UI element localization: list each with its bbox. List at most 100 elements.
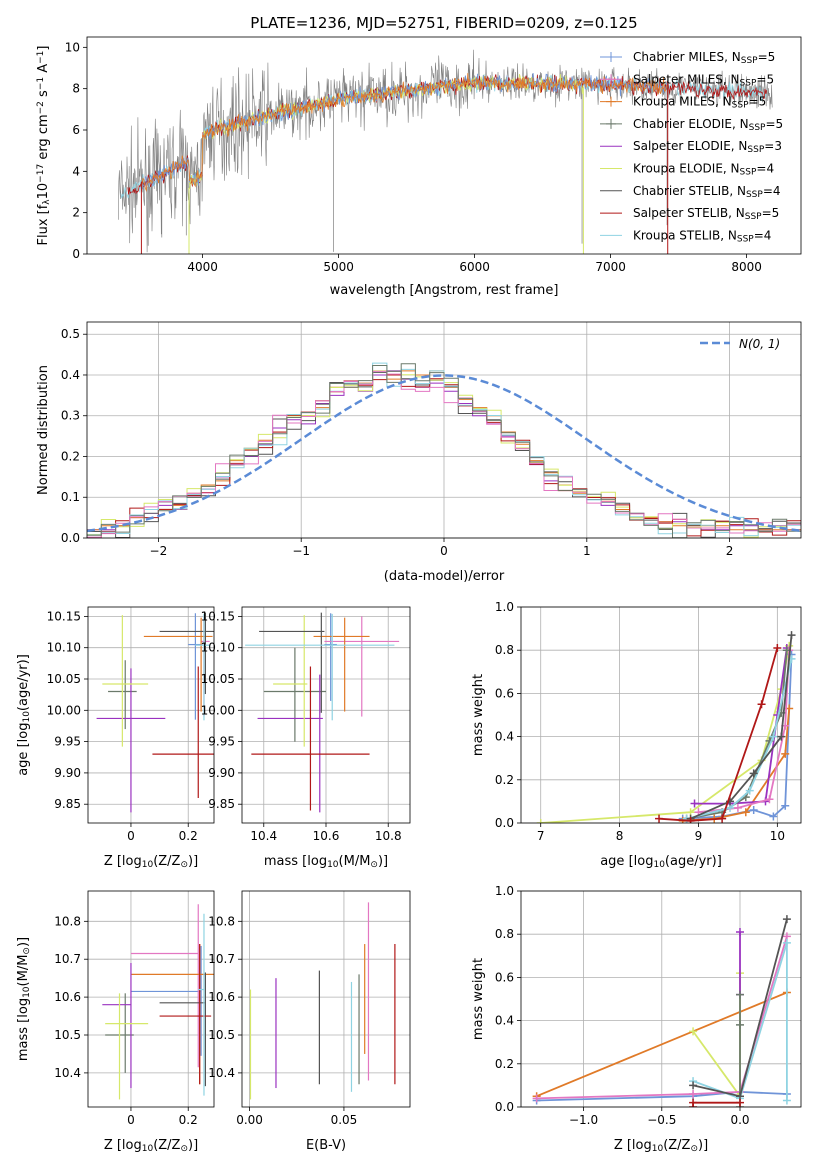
y-tick-label: 10 (65, 40, 80, 54)
y-tick-label: 10.6 (208, 990, 235, 1004)
x-axis-label-part: (Z/Z (153, 854, 180, 869)
data-point (735, 990, 744, 999)
legend-entry-part: SSP (746, 190, 763, 200)
legend-entry-part: =4 (763, 184, 781, 198)
x-axis-label-part: ⊙ (180, 1144, 188, 1154)
y-tick-label: 1.0 (495, 600, 514, 614)
legend-entry-part: SSP (747, 145, 764, 155)
legend-entry-part: SSP (749, 123, 766, 133)
data-point (735, 1098, 744, 1107)
y-tick-label: 10.00 (47, 703, 81, 717)
y-tick-label: 0.5 (61, 327, 80, 341)
data-point (733, 803, 742, 812)
x-tick-label: 4000 (187, 260, 218, 274)
data-point (782, 915, 791, 924)
figure-title: PLATE=1236, MJD=52751, FIBERID=0209, z=0… (250, 14, 637, 32)
y-tick-label: 10.4 (54, 1066, 81, 1080)
ebv-mass-plot (249, 902, 396, 1100)
legend-entry-part: =5 (756, 72, 774, 86)
y-tick-label: 10.7 (54, 952, 81, 966)
y-axis-label: mass weight (471, 674, 486, 756)
data-point (536, 819, 545, 823)
x-tick-label: 2 (726, 544, 734, 558)
x-tick-label: 0 (127, 1113, 135, 1127)
normal-curve (87, 374, 801, 533)
data-point (689, 1081, 698, 1090)
x-axis-label-part: 10 (652, 1144, 664, 1154)
legend-entry-part: =4 (754, 228, 772, 242)
y-axis-label-part: s (36, 90, 51, 101)
x-tick-label: 10.4 (250, 829, 277, 843)
data-point (689, 1098, 698, 1107)
residuals-plot (87, 362, 801, 538)
x-tick-label: 0.0 (730, 1113, 749, 1127)
y-tick-label: 0.4 (495, 1014, 514, 1028)
x-tick-label: −1 (292, 544, 310, 558)
legend-entry: Kroupa ELODIE, NSSP=4 (633, 162, 774, 178)
y-tick-label: 10.05 (47, 672, 81, 686)
y-axis-label-part: age [log (16, 723, 31, 776)
x-axis-label: age [log10(age/yr)] (600, 854, 722, 870)
y-tick-label: 0.0 (495, 816, 514, 830)
legend-entry-part: =5 (762, 206, 780, 220)
y-axis-label-part: )] (16, 937, 31, 947)
x-axis-label: Z [log10(Z/Z⊙)] (104, 854, 198, 870)
series-line (692, 942, 788, 1101)
series-line (682, 654, 793, 820)
legend-entry-part: =4 (756, 162, 774, 176)
data-point (773, 644, 782, 653)
y-tick-label: 10.5 (208, 1028, 235, 1042)
legend-entry: Salpeter ELODIE, NSSP=3 (633, 139, 782, 155)
x-axis-label: mass [log10(M/M⊙)] (264, 854, 388, 870)
y-tick-label: 10.4 (208, 1066, 235, 1080)
x-axis-label: wavelength [Angstrom, rest frame] (330, 283, 559, 298)
series-line (692, 1101, 740, 1107)
x-tick-label: 0.2 (179, 1113, 198, 1127)
x-axis-label-part: (Z/Z (153, 1138, 180, 1153)
mass-age-plot (245, 612, 400, 813)
z-massweight-frame (520, 890, 802, 1108)
y-tick-label: 10.8 (208, 914, 235, 928)
series-line (536, 991, 788, 1098)
z-mass-plot (102, 904, 214, 1100)
legend-entry-part: SSP (740, 168, 757, 178)
series-line (536, 936, 788, 1100)
x-axis-label: E(B-V) (306, 1138, 346, 1153)
age-massweight-frame (520, 606, 802, 824)
legend-entry-part: Chabrier STELIB, N (633, 184, 746, 198)
x-tick-label: 0.05 (331, 1113, 358, 1127)
y-tick-label: 9.90 (54, 766, 81, 780)
x-axis-label-part: )] (188, 854, 198, 869)
y-tick-label: 10.10 (201, 641, 235, 655)
ebv-mass-frame (241, 890, 411, 1108)
y-tick-label: 1.0 (495, 884, 514, 898)
legend-entry-part: Kroupa STELIB, N (633, 228, 737, 242)
legend-entry-part: Kroupa ELODIE, N (633, 162, 740, 176)
legend-entry: Kroupa MILES, NSSP=5 (633, 95, 766, 111)
x-tick-label: −1.0 (569, 1113, 598, 1127)
x-tick-label: 1 (583, 544, 591, 558)
x-tick-label: −0.5 (647, 1113, 676, 1127)
x-axis-label-part: 10 (327, 860, 339, 870)
y-axis-label-part: ⊙ (22, 947, 32, 955)
legend-marker (606, 118, 616, 129)
legend-entry-part: =5 (758, 50, 776, 64)
y-axis-label: Normed distribution (36, 365, 51, 495)
data-point (769, 732, 778, 741)
x-tick-label: 0.2 (179, 829, 198, 843)
legend-entry: Salpeter STELIB, NSSP=5 (633, 206, 779, 222)
data-point (686, 816, 695, 823)
x-tick-label: 6000 (459, 260, 490, 274)
histogram-step (87, 370, 801, 538)
y-tick-label: 0.1 (61, 490, 80, 504)
age-massweight-plot (536, 631, 796, 823)
x-axis-label-part: (M/M (339, 854, 371, 869)
legend-entry-part: SSP (737, 235, 754, 245)
x-tick-label: 7 (537, 829, 545, 843)
data-point (757, 700, 766, 709)
x-axis-label: (data-model)/error (384, 569, 505, 584)
data-point (735, 928, 744, 937)
legend-entry-part: SSP (745, 212, 762, 222)
x-tick-label: 5000 (323, 260, 354, 274)
z-age-frame (87, 606, 215, 824)
